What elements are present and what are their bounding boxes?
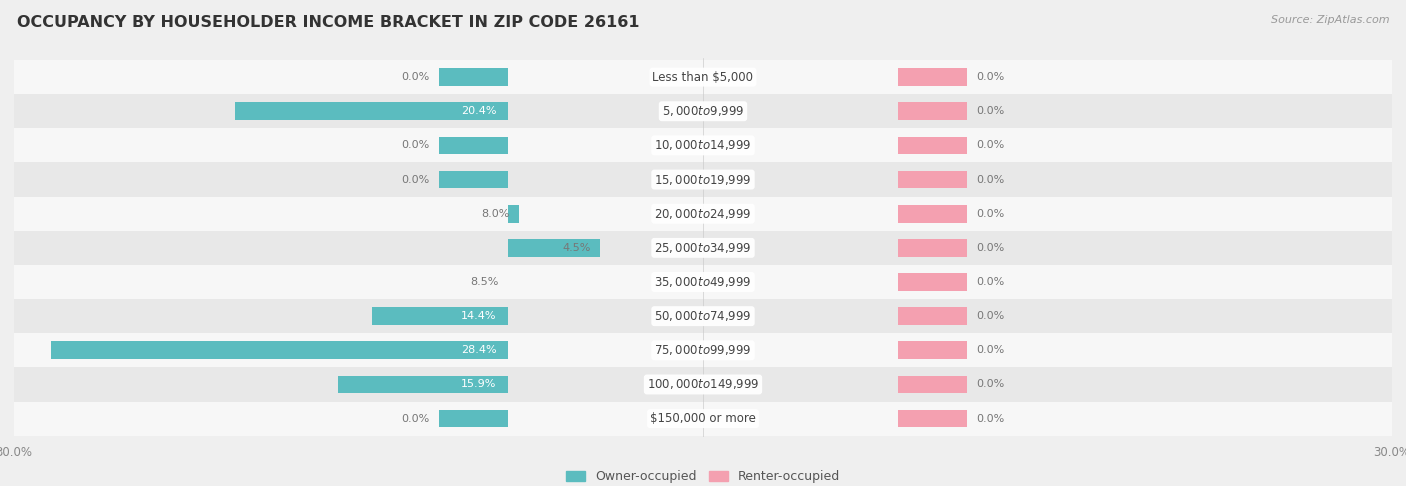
Bar [14,94,1392,128]
Text: $35,000 to $49,999: $35,000 to $49,999 [654,275,752,289]
Bar [898,137,967,154]
Text: 14.4%: 14.4% [461,311,496,321]
Text: $25,000 to $34,999: $25,000 to $34,999 [654,241,752,255]
Bar [898,171,967,189]
Text: Source: ZipAtlas.com: Source: ZipAtlas.com [1271,15,1389,25]
Bar [898,307,967,325]
Text: 0.0%: 0.0% [976,414,1004,424]
Text: Less than $5,000: Less than $5,000 [652,70,754,84]
Text: 28.4%: 28.4% [461,346,496,355]
Bar [14,197,1392,231]
Text: $20,000 to $24,999: $20,000 to $24,999 [654,207,752,221]
Text: 0.0%: 0.0% [402,140,430,150]
Bar [373,307,508,325]
Bar [14,128,1392,162]
Text: $75,000 to $99,999: $75,000 to $99,999 [654,343,752,357]
Bar [898,205,967,223]
Bar [439,68,508,86]
Text: 0.0%: 0.0% [976,106,1004,116]
Bar [337,376,508,393]
Bar [14,60,1392,94]
Text: $50,000 to $74,999: $50,000 to $74,999 [654,309,752,323]
Text: 0.0%: 0.0% [976,277,1004,287]
Bar [14,333,1392,367]
Bar [508,239,599,257]
Text: 0.0%: 0.0% [976,208,1004,219]
Text: OCCUPANCY BY HOUSEHOLDER INCOME BRACKET IN ZIP CODE 26161: OCCUPANCY BY HOUSEHOLDER INCOME BRACKET … [17,15,640,30]
Text: 8.5%: 8.5% [470,277,499,287]
Bar [439,171,508,189]
Bar [439,410,508,428]
Text: 0.0%: 0.0% [402,414,430,424]
Text: 0.0%: 0.0% [976,311,1004,321]
Text: 0.0%: 0.0% [976,174,1004,185]
Bar [14,231,1392,265]
Bar [898,376,967,393]
Bar [898,342,967,359]
Text: 0.0%: 0.0% [402,174,430,185]
Text: 4.5%: 4.5% [562,243,591,253]
Bar [51,342,508,359]
Bar [898,103,967,120]
Bar [898,273,967,291]
Text: $100,000 to $149,999: $100,000 to $149,999 [647,378,759,391]
Text: $10,000 to $14,999: $10,000 to $14,999 [654,139,752,153]
Bar [14,367,1392,401]
Bar [439,137,508,154]
Bar [898,239,967,257]
Text: 0.0%: 0.0% [976,72,1004,82]
Text: $150,000 or more: $150,000 or more [650,412,756,425]
Text: 15.9%: 15.9% [461,380,496,389]
Legend: Owner-occupied, Renter-occupied: Owner-occupied, Renter-occupied [561,465,845,486]
Text: 0.0%: 0.0% [976,140,1004,150]
Bar [14,401,1392,435]
Text: 8.0%: 8.0% [482,208,510,219]
Text: 20.4%: 20.4% [461,106,496,116]
Bar [14,299,1392,333]
Bar [898,410,967,428]
Text: $15,000 to $19,999: $15,000 to $19,999 [654,173,752,187]
Text: 0.0%: 0.0% [976,346,1004,355]
Bar [235,103,508,120]
Bar [14,162,1392,197]
Bar [898,68,967,86]
Text: $5,000 to $9,999: $5,000 to $9,999 [662,104,744,118]
Bar [508,205,519,223]
Text: 0.0%: 0.0% [402,72,430,82]
Bar [14,265,1392,299]
Text: 0.0%: 0.0% [976,243,1004,253]
Text: 0.0%: 0.0% [976,380,1004,389]
